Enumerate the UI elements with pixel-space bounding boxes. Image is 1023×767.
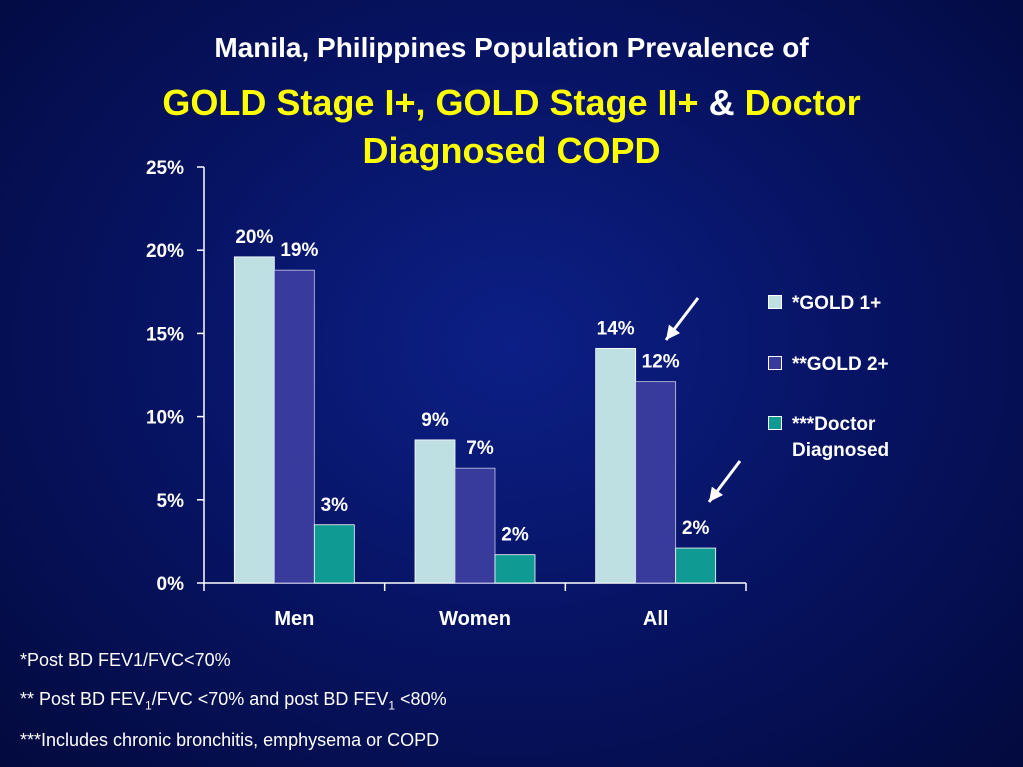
- bar: [595, 347, 637, 584]
- bar: [494, 554, 536, 584]
- footnote-2-part-b: /FVC <70% and post BD FEV: [151, 689, 389, 709]
- x-category-label: Men: [274, 608, 314, 630]
- arrow-head: [709, 486, 724, 502]
- x-category-label: Women: [439, 608, 511, 630]
- data-label: 7%: [466, 438, 494, 459]
- y-tick-label: 15%: [146, 324, 184, 345]
- y-tick-label: 0%: [157, 574, 185, 595]
- title-ampersand: &: [708, 82, 735, 123]
- arrow-head: [666, 324, 681, 340]
- annotation-arrow-gold: [664, 297, 700, 341]
- footnote-2-part-c: <80%: [395, 689, 447, 709]
- legend-swatch-doctor: [768, 416, 782, 430]
- y-tick-label: 5%: [157, 491, 185, 512]
- footnote-2-sub2: 1: [388, 698, 396, 713]
- title-gold-stages: GOLD Stage I+, GOLD Stage II+: [162, 82, 699, 123]
- data-label: 2%: [682, 518, 710, 539]
- annotation-arrow-doctor: [707, 460, 742, 503]
- data-label: 3%: [321, 495, 349, 516]
- legend-label-gold1: *GOLD 1+: [792, 293, 882, 314]
- data-label: 20%: [235, 227, 273, 248]
- bar: [273, 269, 315, 584]
- data-label: 19%: [280, 240, 318, 261]
- footnote-1: *Post BD FEV1/FVC<70%: [20, 650, 231, 670]
- legend-label-gold2: **GOLD 2+: [792, 354, 889, 375]
- bar: [414, 439, 456, 584]
- y-tick-label: 20%: [146, 241, 184, 262]
- data-label: 14%: [597, 318, 635, 339]
- data-label: 2%: [501, 525, 529, 546]
- y-tick-label: 10%: [146, 408, 184, 429]
- legend-label-doctor-line2: Diagnosed: [792, 440, 890, 461]
- chart-title-line2: GOLD Stage I+, GOLD Stage II+ & Doctor: [0, 80, 1023, 126]
- legend-swatch-gold1: [768, 295, 782, 309]
- footnote-2: ** Post BD FEV1/FVC <70% and post BD FEV…: [20, 689, 447, 713]
- footnote-2-part-a: ** Post BD FEV: [20, 689, 146, 709]
- bar: [454, 467, 496, 584]
- bar: [313, 524, 355, 584]
- chart-title-line3: Diagnosed COPD: [362, 130, 661, 171]
- chart-title-line1: Manila, Philippines Population Prevalenc…: [214, 32, 809, 63]
- data-label: 9%: [421, 410, 449, 431]
- data-label: 12%: [642, 352, 680, 373]
- y-tick-label: 25%: [146, 158, 184, 179]
- bar: [233, 256, 275, 584]
- legend-swatch-gold2: [768, 356, 782, 370]
- footnote-3: ***Includes chronic bronchitis, emphysem…: [20, 730, 440, 750]
- legend-label-doctor-line1: ***Doctor: [792, 414, 876, 435]
- bar: [635, 381, 677, 584]
- x-category-label: All: [643, 608, 669, 630]
- title-doctor: Doctor: [744, 82, 861, 123]
- footnote-2-sub1: 1: [145, 698, 152, 713]
- bar: [675, 547, 717, 584]
